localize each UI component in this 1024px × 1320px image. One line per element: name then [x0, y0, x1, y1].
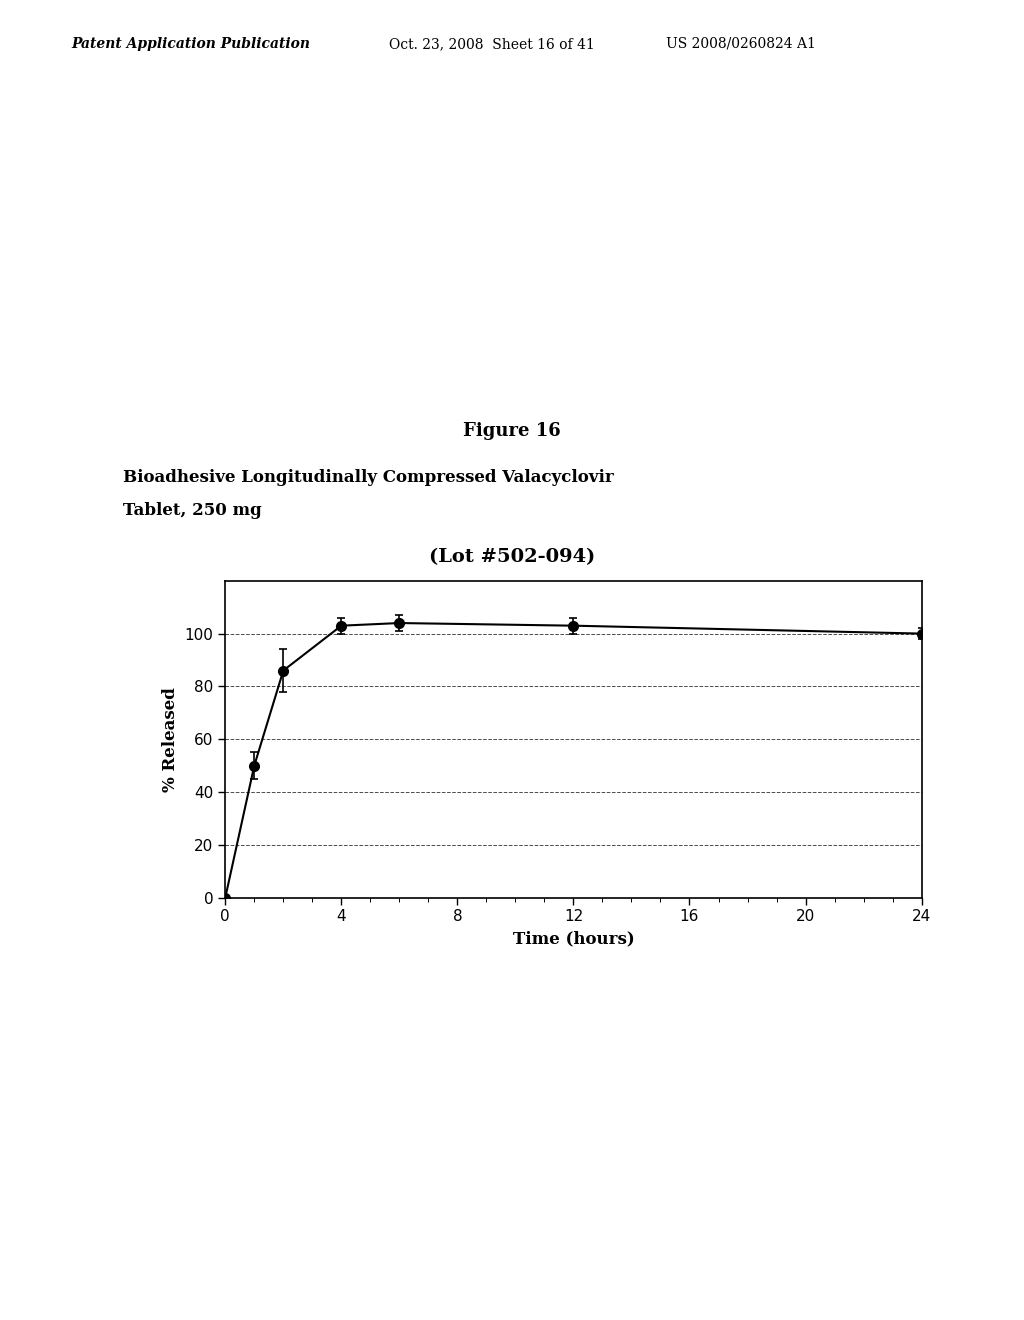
Y-axis label: % Released: % Released — [162, 686, 179, 792]
Text: Tablet, 250 mg: Tablet, 250 mg — [123, 502, 261, 519]
Text: Figure 16: Figure 16 — [463, 422, 561, 441]
X-axis label: Time (hours): Time (hours) — [513, 931, 634, 946]
Text: (Lot #502-094): (Lot #502-094) — [429, 548, 595, 566]
Text: Patent Application Publication: Patent Application Publication — [72, 37, 310, 51]
Text: Oct. 23, 2008  Sheet 16 of 41: Oct. 23, 2008 Sheet 16 of 41 — [389, 37, 595, 51]
Text: US 2008/0260824 A1: US 2008/0260824 A1 — [666, 37, 815, 51]
Text: Bioadhesive Longitudinally Compressed Valacyclovir: Bioadhesive Longitudinally Compressed Va… — [123, 469, 613, 486]
